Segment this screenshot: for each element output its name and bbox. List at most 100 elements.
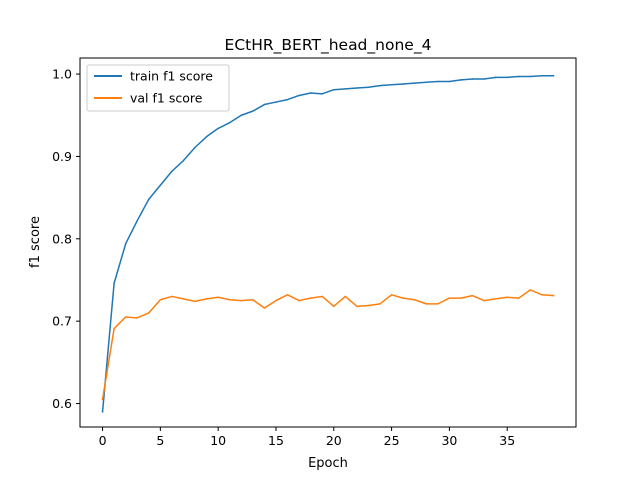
- data-point-1-17: [298, 299, 300, 302]
- data-point-0-28: [425, 81, 428, 84]
- y-tick-label: 1.0: [52, 67, 72, 82]
- data-point-1-14: [263, 307, 266, 309]
- data-point-0-1: [113, 282, 115, 285]
- data-point-1-32: [471, 294, 474, 297]
- x-tick-label: 20: [326, 433, 342, 448]
- data-point-1-39: [552, 294, 555, 297]
- data-point-0-22: [356, 87, 358, 89]
- x-tick-label: 35: [499, 433, 515, 448]
- y-tick-label: 0.8: [52, 231, 72, 246]
- data-point-0-18: [309, 92, 312, 94]
- data-point-1-34: [494, 298, 497, 300]
- data-point-1-27: [413, 298, 416, 301]
- series-line-0: [101, 74, 555, 413]
- data-point-0-2: [124, 242, 127, 245]
- data-point-1-13: [252, 298, 254, 301]
- data-point-1-2: [124, 316, 127, 318]
- data-point-0-24: [379, 84, 381, 87]
- x-tick-label: 25: [384, 433, 400, 448]
- data-point-1-23: [367, 304, 370, 307]
- data-point-0-33: [483, 78, 485, 80]
- legend-box: [86, 64, 230, 112]
- data-point-1-3: [136, 317, 138, 319]
- data-point-1-4: [148, 312, 150, 314]
- data-point-1-28: [425, 303, 428, 305]
- legend: train f1 score val f1 score: [86, 64, 230, 112]
- data-point-0-5: [159, 184, 162, 187]
- data-point-0-29: [437, 80, 439, 83]
- data-point-0-6: [171, 170, 173, 172]
- y-tick-label: 0.7: [52, 314, 72, 329]
- legend-label-train: train f1 score: [130, 69, 213, 84]
- data-point-0-26: [402, 83, 404, 85]
- data-point-0-38: [541, 74, 543, 77]
- y-axis-label: f1 score: [28, 216, 43, 268]
- data-point-1-20: [333, 305, 335, 308]
- y-tick-label: 0.6: [52, 396, 72, 411]
- data-point-1-18: [309, 297, 312, 299]
- data-point-0-31: [460, 79, 462, 81]
- data-point-0-10: [217, 127, 219, 130]
- data-point-0-12: [240, 114, 243, 116]
- y-tick-label: 0.9: [52, 149, 72, 164]
- data-point-0-27: [413, 82, 416, 84]
- x-tick-label: 5: [156, 433, 164, 448]
- data-point-1-15: [275, 299, 277, 302]
- x-tick-label: 10: [210, 433, 226, 448]
- x-tick-label: 15: [268, 433, 284, 448]
- data-point-0-35: [506, 76, 508, 79]
- data-point-1-21: [344, 295, 347, 298]
- data-point-1-10: [217, 296, 219, 299]
- data-point-1-1: [113, 327, 115, 330]
- legend-label-val: val f1 score: [130, 91, 203, 106]
- data-point-1-29: [437, 303, 439, 305]
- data-point-1-0: [101, 398, 104, 401]
- data-point-0-3: [136, 219, 138, 222]
- data-point-1-30: [448, 297, 451, 299]
- data-point-0-36: [518, 75, 520, 78]
- data-point-0-11: [228, 121, 231, 124]
- x-tick-label: 0: [99, 433, 107, 448]
- data-point-1-38: [541, 294, 543, 296]
- series-line-1: [101, 289, 555, 401]
- data-point-0-0: [101, 411, 104, 413]
- data-point-0-17: [298, 94, 300, 97]
- data-point-0-19: [321, 93, 323, 95]
- data-point-0-20: [333, 88, 335, 91]
- data-point-1-7: [182, 298, 185, 300]
- data-point-0-16: [286, 98, 289, 101]
- plot-area: [101, 74, 555, 413]
- data-point-0-14: [263, 103, 266, 106]
- data-point-1-36: [518, 297, 520, 299]
- x-axis: 0 5 10 15 20 25 30 35: [99, 427, 515, 448]
- data-point-1-26: [402, 297, 404, 299]
- data-point-0-13: [252, 110, 254, 112]
- data-point-1-11: [228, 298, 231, 301]
- data-point-1-6: [171, 295, 173, 298]
- data-point-0-23: [367, 86, 370, 88]
- x-tick-label: 30: [441, 433, 457, 448]
- data-point-0-7: [182, 159, 185, 162]
- data-point-0-34: [494, 76, 497, 79]
- data-point-0-37: [529, 75, 532, 78]
- data-point-1-12: [240, 299, 243, 302]
- data-point-1-22: [356, 305, 358, 308]
- data-point-1-37: [529, 289, 532, 291]
- data-point-0-15: [275, 101, 277, 103]
- y-axis: 0.6 0.7 0.8 0.9 1.0: [52, 67, 80, 411]
- data-point-0-8: [194, 146, 196, 149]
- data-point-1-9: [205, 298, 208, 300]
- data-point-0-4: [148, 198, 150, 201]
- data-point-1-24: [379, 303, 381, 305]
- data-point-0-25: [390, 84, 393, 86]
- data-point-1-25: [390, 294, 393, 296]
- data-point-0-9: [205, 135, 208, 138]
- data-point-0-32: [471, 78, 474, 80]
- data-point-1-33: [483, 299, 485, 302]
- chart-title: ECtHR_BERT_head_none_4: [225, 36, 432, 55]
- data-point-0-30: [448, 80, 451, 83]
- data-point-1-16: [286, 294, 289, 296]
- x-axis-label: Epoch: [308, 456, 348, 471]
- data-point-1-19: [321, 295, 323, 298]
